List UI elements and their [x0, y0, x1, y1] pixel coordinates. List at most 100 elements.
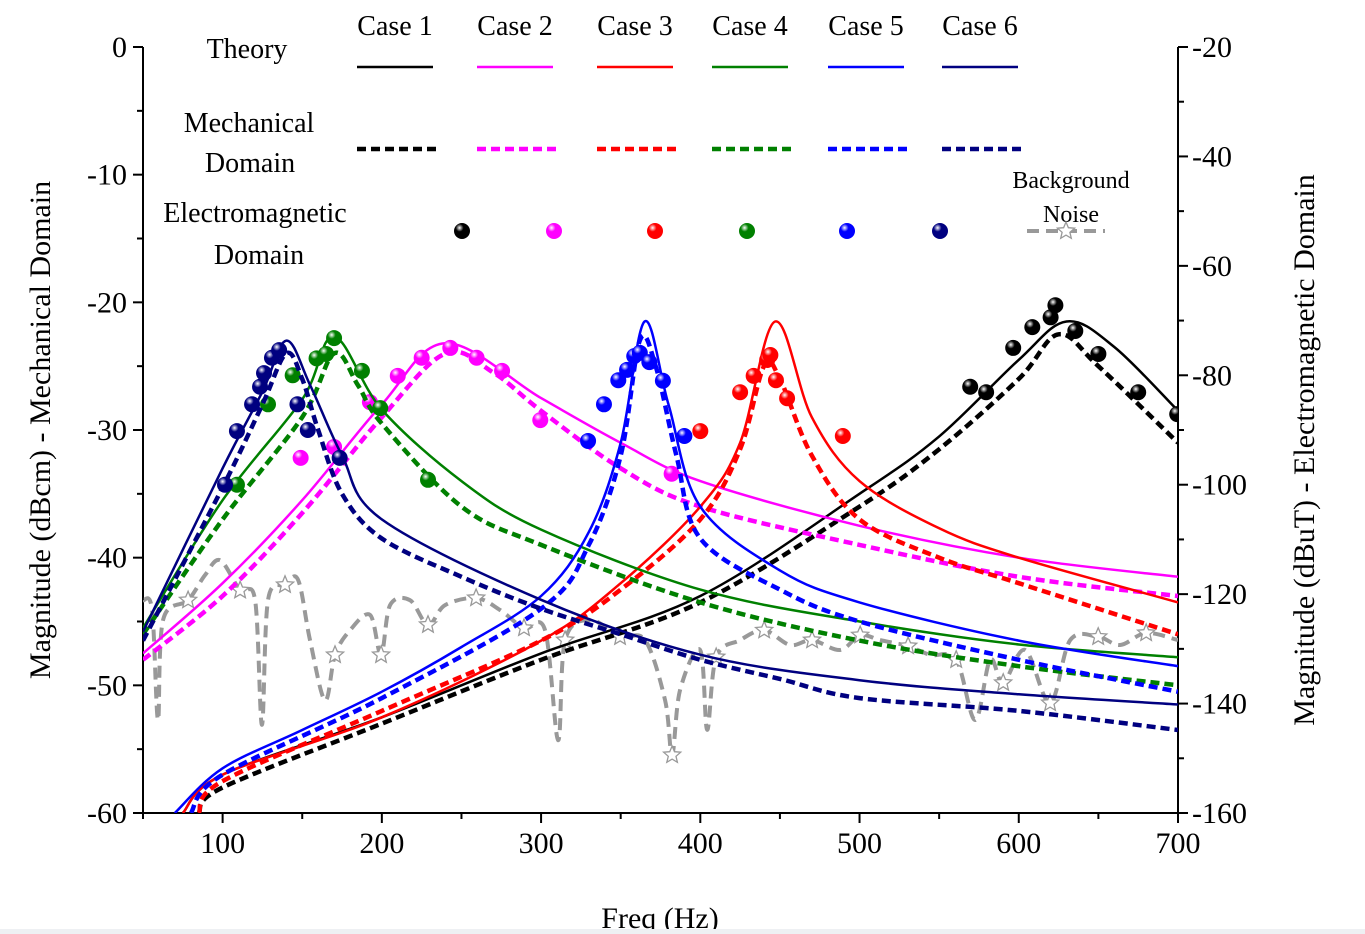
electromagnetic-point — [244, 396, 261, 413]
electromagnetic-point — [978, 384, 995, 401]
y-left-tick-label: -60 — [87, 797, 127, 830]
electromagnetic-point — [256, 365, 273, 382]
mechanical-line — [196, 358, 1178, 813]
electromagnetic-point — [745, 367, 762, 384]
legend-case-label: Case 4 — [712, 11, 787, 42]
y-right-tick-label: -40 — [1192, 140, 1232, 173]
background-noise-line — [143, 557, 1178, 758]
legend-case-label: Case 2 — [477, 11, 552, 42]
electromagnetic-point — [494, 362, 511, 379]
legend-case-label: Case 3 — [597, 11, 672, 42]
theory-line — [143, 341, 1178, 655]
electromagnetic-point — [779, 390, 796, 407]
noise-star-marker — [1040, 692, 1061, 712]
series-case-4 — [143, 330, 1178, 688]
legend-row-label: Domain — [214, 240, 304, 271]
y-left-tick-label: -40 — [87, 542, 127, 575]
noise-star-marker — [1088, 626, 1109, 646]
noise-star-marker — [324, 644, 346, 664]
mechanical-line — [188, 333, 1178, 813]
electromagnetic-point — [676, 428, 693, 445]
electromagnetic-point — [762, 347, 779, 364]
legend-noise-star — [1055, 220, 1077, 240]
axes: 100 200 300 400 500 600 700 0 -10 -20 -30 -40 -50 -60… — [87, 31, 1247, 860]
electromagnetic-point — [1090, 345, 1107, 362]
mechanical-line — [143, 349, 1178, 662]
noise-star-marker — [992, 672, 1014, 692]
theory-line — [181, 320, 1178, 813]
electromagnetic-point — [834, 428, 851, 445]
noise-star-marker — [801, 629, 823, 649]
electromagnetic-point — [1169, 406, 1178, 423]
electromagnetic-point — [619, 361, 636, 378]
electromagnetic-point — [767, 372, 784, 389]
series-case-5 — [173, 320, 1178, 813]
y-right-tick-label: -20 — [1192, 31, 1232, 64]
y-axis-label-right: Magnitude (dBuT) - Electromagnetic Domai… — [1288, 174, 1321, 726]
y-left-tick-label: -20 — [87, 286, 127, 319]
electromagnetic-point — [1047, 297, 1064, 314]
electromagnetic-point — [442, 339, 459, 356]
electromagnetic-point — [580, 432, 597, 449]
noise-star-marker — [417, 614, 439, 634]
noise-star-marker — [370, 644, 392, 664]
legend-em-swatch — [546, 223, 562, 239]
x-tick-label: 700 — [1156, 827, 1201, 860]
series-case-3 — [181, 320, 1178, 813]
x-axis-label: Freq (Hz) — [601, 902, 718, 934]
noise-star-marker — [753, 619, 775, 639]
electromagnetic-point — [228, 423, 245, 440]
case-series — [143, 297, 1178, 813]
mechanical-line — [143, 350, 1178, 733]
legend-em-swatch — [647, 223, 663, 239]
x-tick-label: 600 — [996, 827, 1041, 860]
electromagnetic-point — [1024, 319, 1041, 336]
legend-case-label: Case 1 — [357, 11, 432, 42]
electromagnetic-point — [468, 349, 485, 366]
legend-row-label: Theory — [207, 34, 288, 65]
x-tick-label: 400 — [678, 827, 723, 860]
electromagnetic-point — [389, 367, 406, 384]
noise-star-marker — [662, 744, 683, 764]
x-tick-label: 100 — [200, 827, 245, 860]
y-left-tick-label: -30 — [87, 414, 127, 447]
electromagnetic-point — [732, 384, 749, 401]
legend-row-label: Electromagnetic — [163, 198, 346, 229]
electromagnetic-point — [217, 476, 234, 493]
x-tick-label: 200 — [359, 827, 404, 860]
electromagnetic-point — [299, 422, 316, 438]
electromagnetic-point — [1042, 309, 1059, 326]
legend-row-label: Mechanical — [184, 108, 315, 139]
x-tick-label: 300 — [519, 827, 564, 860]
electromagnetic-point — [326, 330, 343, 347]
electromagnetic-point — [413, 349, 430, 366]
noise-star-marker — [274, 574, 296, 594]
legend: Case 1 Case 2 Case 3 Case 4 Case 5 Case 6 Theo… — [163, 11, 1129, 271]
electromagnetic-point — [259, 396, 276, 413]
legend-em-swatch — [454, 223, 470, 239]
electromagnetic-point — [284, 367, 301, 384]
electromagnetic-point — [292, 449, 309, 466]
electromagnetic-point — [1067, 322, 1084, 339]
mechanical-line — [196, 332, 1178, 813]
y-axis-label-left: Magnitude (dBcm) - Mechanical Domain — [24, 181, 57, 679]
theory-line — [143, 335, 1178, 659]
noise-star-marker — [177, 589, 199, 609]
electromagnetic-point — [289, 396, 306, 413]
legend-row-label: Domain — [205, 148, 295, 179]
electromagnetic-point — [252, 378, 269, 395]
electromagnetic-point — [331, 449, 348, 466]
series-case-6 — [143, 339, 1178, 733]
y-left-tick-label: -50 — [87, 669, 127, 702]
legend-case-label: Case 6 — [942, 11, 1017, 42]
noise-star-marker — [465, 587, 487, 607]
electromagnetic-point — [962, 378, 979, 395]
electromagnetic-point — [595, 396, 612, 413]
y-right-tick-label: -80 — [1192, 359, 1232, 392]
window-bottom-edge — [0, 929, 1365, 934]
electromagnetic-point — [318, 345, 335, 362]
y-right-tick-label: -120 — [1192, 578, 1247, 611]
electromagnetic-point — [420, 471, 437, 488]
y-right-tick-label: -140 — [1192, 688, 1247, 721]
